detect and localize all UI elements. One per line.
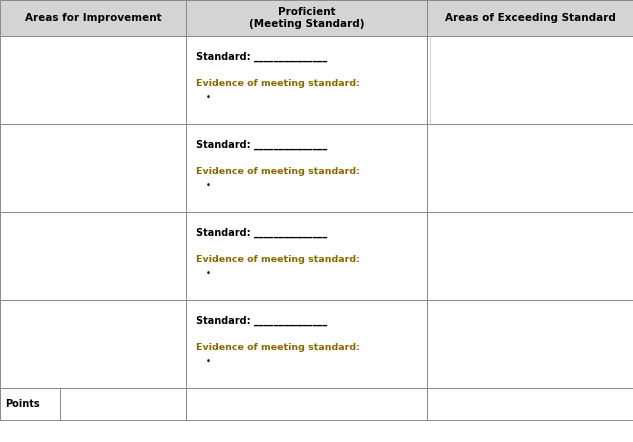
- Bar: [0, 0, 186, 36]
- Bar: [0, 36, 186, 124]
- Bar: [427, 0, 633, 36]
- Bar: [0, 388, 186, 420]
- Text: •: •: [206, 181, 211, 190]
- Text: Proficient
(Meeting Standard): Proficient (Meeting Standard): [249, 7, 364, 29]
- Bar: [427, 36, 633, 124]
- Bar: [427, 212, 633, 300]
- Text: Evidence of meeting standard:: Evidence of meeting standard:: [196, 79, 360, 88]
- Bar: [427, 124, 633, 212]
- Text: Areas of Exceeding Standard: Areas of Exceeding Standard: [444, 13, 615, 23]
- Bar: [186, 300, 427, 388]
- Bar: [186, 36, 427, 124]
- Bar: [0, 212, 186, 300]
- Bar: [0, 124, 186, 212]
- Text: Standard: _______________: Standard: _______________: [196, 316, 327, 326]
- Text: Points: Points: [5, 399, 40, 409]
- Bar: [427, 388, 633, 420]
- Text: Standard: _______________: Standard: _______________: [196, 140, 327, 150]
- Text: Standard: _______________: Standard: _______________: [196, 52, 327, 62]
- Bar: [186, 0, 427, 36]
- Text: •: •: [206, 93, 211, 102]
- Bar: [186, 212, 427, 300]
- Text: Evidence of meeting standard:: Evidence of meeting standard:: [196, 343, 360, 352]
- Bar: [0, 300, 186, 388]
- Text: Evidence of meeting standard:: Evidence of meeting standard:: [196, 255, 360, 264]
- Text: Evidence of meeting standard:: Evidence of meeting standard:: [196, 167, 360, 176]
- Text: Areas for Improvement: Areas for Improvement: [25, 13, 161, 23]
- Bar: [427, 300, 633, 388]
- Bar: [186, 388, 427, 420]
- Text: •: •: [206, 269, 211, 278]
- Bar: [186, 124, 427, 212]
- Text: Standard: _______________: Standard: _______________: [196, 228, 327, 238]
- Text: •: •: [206, 357, 211, 366]
